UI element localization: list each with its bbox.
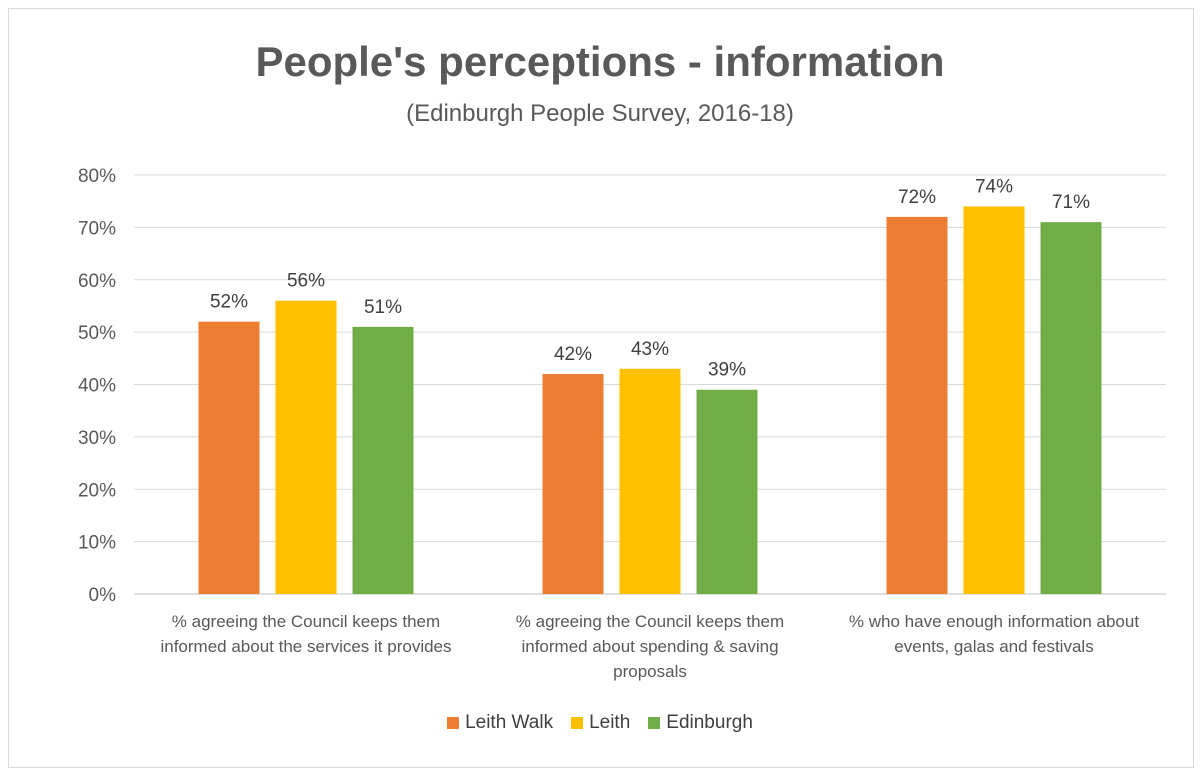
- y-tick-label: 0%: [89, 585, 117, 606]
- legend-item-leith-walk: Leith Walk: [447, 712, 553, 734]
- x-tick-label: events, galas and festivals: [894, 637, 1093, 656]
- legend-label-leith: Leith: [589, 712, 631, 733]
- x-tick-label: informed about the services it provides: [160, 637, 451, 656]
- bar: [886, 216, 948, 594]
- y-tick-label: 30%: [78, 428, 116, 449]
- y-tick-label: 70%: [78, 218, 116, 239]
- data-label: 42%: [554, 344, 592, 365]
- bar: [542, 374, 604, 594]
- x-tick-label: % who have enough information about: [849, 612, 1139, 631]
- bar: [275, 300, 337, 594]
- legend-item-edinburgh: Edinburgh: [648, 712, 753, 734]
- chart-subtitle: (Edinburgh People Survey, 2016-18): [406, 100, 794, 127]
- x-tick-label: informed about spending & saving: [521, 637, 778, 656]
- legend-label-edinburgh: Edinburgh: [666, 712, 753, 733]
- bar: [619, 368, 681, 594]
- y-tick-label: 10%: [78, 533, 116, 554]
- x-tick-label: % agreeing the Council keeps them: [172, 612, 440, 631]
- y-tick-label: 40%: [78, 376, 116, 397]
- x-tick-label: proposals: [613, 662, 687, 681]
- data-label: 52%: [210, 292, 248, 313]
- bar: [963, 206, 1025, 595]
- y-tick-label: 20%: [78, 480, 116, 501]
- y-tick-label: 50%: [78, 323, 116, 344]
- legend-item-leith: Leith: [571, 712, 630, 734]
- legend-swatch-edinburgh: [648, 717, 661, 729]
- data-label: 51%: [364, 297, 402, 318]
- legend-label-leith-walk: Leith Walk: [465, 712, 554, 733]
- bar: [198, 321, 260, 594]
- bar: [1040, 222, 1102, 594]
- legend-swatch-leith: [571, 717, 584, 729]
- bar: [696, 389, 758, 594]
- data-label: 74%: [975, 176, 1013, 197]
- data-label: 39%: [708, 360, 746, 381]
- legend-swatch-leith-walk: [447, 717, 460, 729]
- x-tick-label: % agreeing the Council keeps them: [516, 612, 784, 631]
- data-label: 71%: [1052, 192, 1090, 213]
- data-label: 72%: [898, 187, 936, 208]
- bar: [352, 326, 414, 594]
- y-tick-label: 80%: [78, 166, 116, 187]
- data-label: 56%: [287, 271, 325, 292]
- chart-legend: Leith Walk Leith Edinburgh: [0, 712, 1200, 734]
- y-tick-label: 60%: [78, 271, 116, 292]
- chart-title: People's perceptions - information: [255, 38, 945, 85]
- data-label: 43%: [631, 339, 669, 360]
